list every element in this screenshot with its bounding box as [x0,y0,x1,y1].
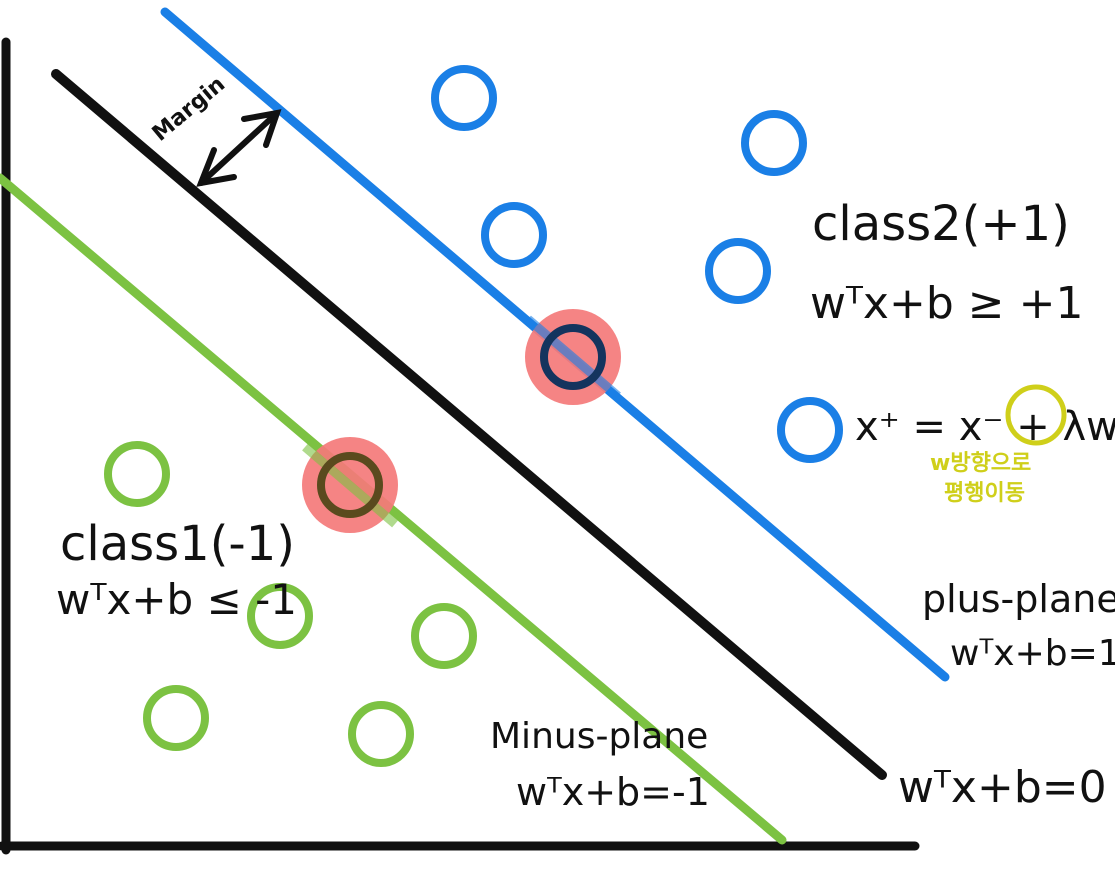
class2-label: class2(+1) [812,196,1070,252]
class1-point [143,685,209,751]
support-vector-minus [302,437,398,533]
translation-note-line1: w방향으로 [930,451,1031,476]
class1-point [104,441,170,507]
minus-plane-label: Minus-plane [490,716,708,757]
margin-label: Margin [148,72,230,147]
class1-constraint: wᵀx+b ≤ -1 [56,575,297,624]
class2-point [705,238,771,304]
plus-plane-label: plus-plane [922,577,1115,621]
class1-points [104,441,477,767]
lambda-w-highlight-circle [1005,384,1067,446]
decision-hyperplane-line [51,69,887,780]
class1-label: class1(-1) [60,516,295,572]
plus-plane-equation: wᵀx+b=1 [950,633,1115,674]
class2-constraint: wᵀx+b ≥ +1 [810,278,1083,329]
class1-point [348,701,414,767]
class2-point [431,65,497,131]
class2-point [777,397,843,463]
support-vector-plus [525,309,621,405]
class2-point [741,110,807,176]
class1-point [411,603,477,669]
class2-points [431,65,843,463]
margin-arrow [196,109,282,187]
class2-point [481,202,547,268]
translation-note-line2: 평행이동 [944,481,1025,506]
minus-plane-equation: wᵀx+b=-1 [516,770,710,814]
hyperplane-equation: wᵀx+b=0 [898,762,1107,813]
translation-formula: x⁺ = x⁻ + λw [855,404,1115,450]
class1-point [247,583,313,649]
